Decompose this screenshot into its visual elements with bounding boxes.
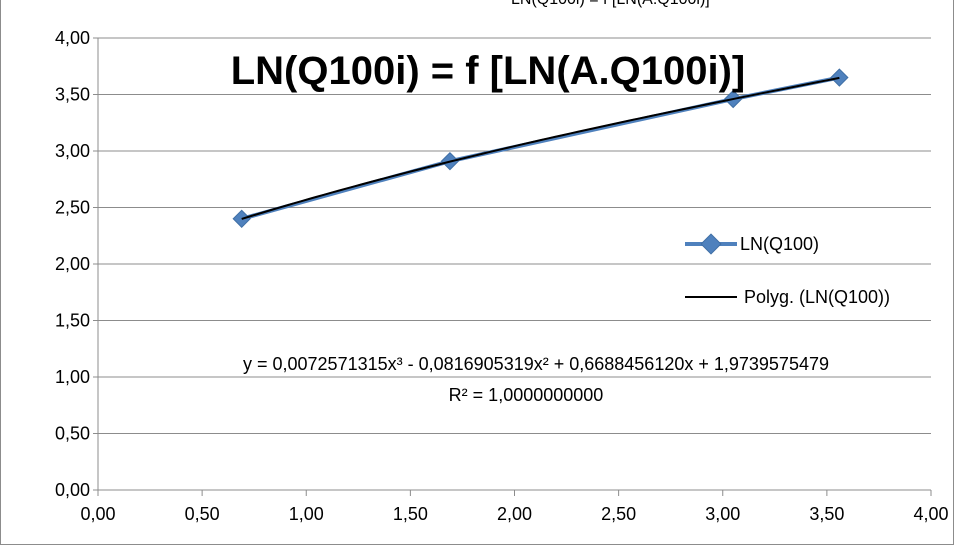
x-tick-label: 0,00	[80, 504, 115, 524]
y-tick-label: 3,00	[55, 141, 90, 161]
x-tick-label: 2,00	[497, 504, 532, 524]
data-point-marker	[830, 68, 849, 87]
x-tick-label: 2,50	[601, 504, 636, 524]
y-tick-label: 0,50	[55, 424, 90, 444]
trendline-r-squared: R² = 1,0000000000	[449, 385, 604, 405]
clipped-top-text: LN(Q100i) = f [LN(A.Q100i)]	[511, 0, 710, 8]
y-tick-label: 1,50	[55, 311, 90, 331]
x-tick-label: 3,50	[809, 504, 844, 524]
legend: LN(Q100) Polyg. (LN(Q100))	[685, 233, 890, 307]
chart-title: LN(Q100i) = f [LN(A.Q100i)]	[231, 49, 746, 93]
trendline-layer	[241, 76, 840, 220]
legend-series-marker	[700, 233, 722, 255]
series-line	[241, 75, 840, 221]
x-tick-label: 1,00	[289, 504, 324, 524]
x-tick-label: 0,50	[185, 504, 220, 524]
polynomial-trendline	[241, 76, 840, 220]
legend-series-label: LN(Q100)	[740, 234, 819, 254]
y-tick-label: 4,00	[55, 28, 90, 48]
y-tick-label: 3,50	[55, 85, 90, 105]
y-tick-label: 1,00	[55, 367, 90, 387]
legend-trendline-label: Polyg. (LN(Q100))	[744, 287, 890, 307]
x-tick-label: 3,00	[705, 504, 740, 524]
grid-layer	[98, 37, 931, 434]
x-tick-label: 1,50	[393, 504, 428, 524]
y-tick-label: 0,00	[55, 480, 90, 500]
text-layer: LN(Q100i) = f [LN(A.Q100i)] LN(Q100i) = …	[231, 0, 829, 405]
y-tick-label: 2,00	[55, 254, 90, 274]
y-tick-label: 2,50	[55, 198, 90, 218]
x-tick-label: 4,00	[913, 504, 948, 524]
trendline-equation: y = 0,0072571315x³ - 0,0816905319x² + 0,…	[243, 354, 829, 374]
axis-layer: 0,00 0,50 1,00 1,50 2,00 2,50 3,00 3,50 4,00 0,00…	[55, 28, 949, 524]
